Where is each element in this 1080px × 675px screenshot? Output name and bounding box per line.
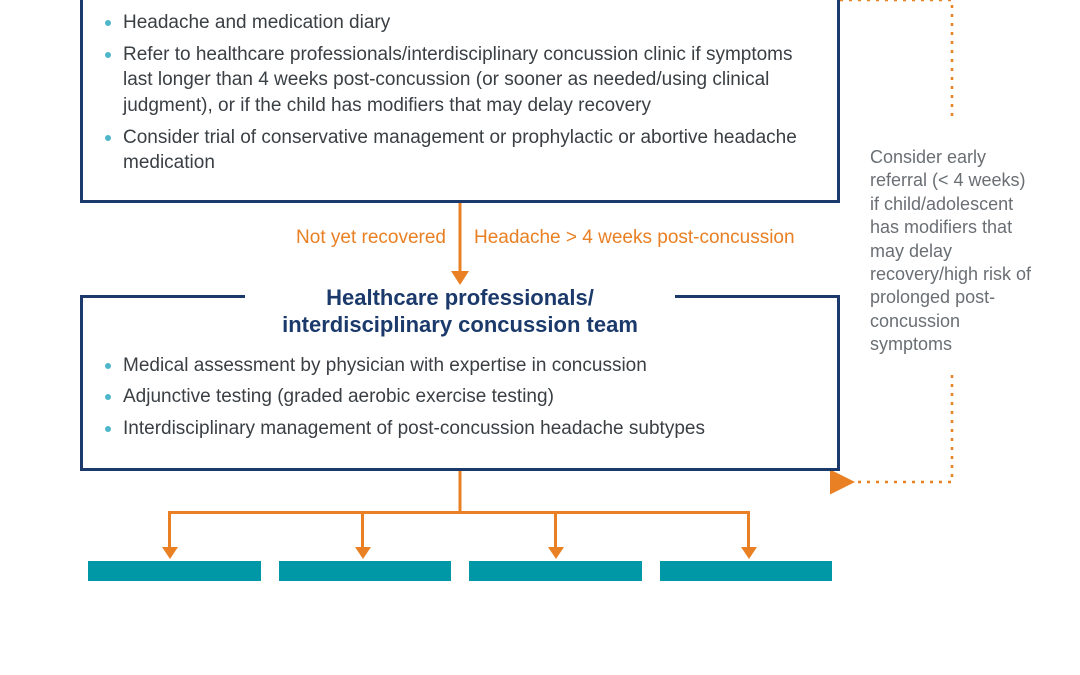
subtype-targets-row <box>80 561 840 581</box>
bullet-text: Consider trial of conservative managemen… <box>123 127 797 174</box>
bullet-text: Refer to healthcare professionals/interd… <box>123 44 793 116</box>
fanout-stem <box>459 471 462 511</box>
specialist-box-title: Healthcare professionals/ interdisciplin… <box>105 284 815 339</box>
bullet-text: Adjunctive testing (graded aerobic exerc… <box>123 386 554 407</box>
subtype-target <box>88 561 261 581</box>
bullet-text: Headache and medication diary <box>123 12 390 33</box>
list-item: Medical assessment by physician with exp… <box>105 353 815 379</box>
arrow-down-icon <box>451 271 469 285</box>
fanout-drop <box>554 511 557 547</box>
list-item: Consider trial of conservative managemen… <box>105 125 815 176</box>
bullet-text: Medical assessment by physician with exp… <box>123 355 647 376</box>
connector-arrow: Not yet recovered Headache > 4 weeks pos… <box>80 203 840 295</box>
arrow-down-icon <box>741 547 757 559</box>
list-item: Refer to healthcare professionals/interd… <box>105 42 815 119</box>
connector-line <box>459 203 462 273</box>
fanout-drop <box>747 511 750 547</box>
subtype-target <box>279 561 452 581</box>
side-note-column: Consider early referral (< 4 weeks) if c… <box>870 0 1038 357</box>
arrow-down-icon <box>548 547 564 559</box>
fanout-drop <box>168 511 171 547</box>
specialist-box: Healthcare professionals/ interdisciplin… <box>80 295 840 471</box>
primary-care-bullets: Headache and medication diary Refer to h… <box>105 10 815 176</box>
primary-care-box: Headache and medication diary Refer to h… <box>80 0 840 203</box>
connector-label-right: Headache > 4 weeks post-concussion <box>474 225 795 251</box>
list-item: Adjunctive testing (graded aerobic exerc… <box>105 384 815 410</box>
specialist-bullets: Medical assessment by physician with exp… <box>105 353 815 442</box>
subtype-target <box>660 561 833 581</box>
fanout-connector <box>80 471 840 581</box>
main-column: Headache and medication diary Refer to h… <box>80 0 840 581</box>
fanout-hbar <box>170 511 750 514</box>
bullet-text: Interdisciplinary management of post-con… <box>123 418 705 439</box>
specialist-box-wrap: Healthcare professionals/ interdisciplin… <box>80 295 840 471</box>
fanout-drop <box>361 511 364 547</box>
arrow-down-icon <box>355 547 371 559</box>
early-referral-note: Consider early referral (< 4 weeks) if c… <box>870 146 1038 357</box>
side-note-spacer <box>870 0 1038 138</box>
list-item: Interdisciplinary management of post-con… <box>105 416 815 442</box>
connector-label-left: Not yet recovered <box>296 225 446 251</box>
list-item: Headache and medication diary <box>105 10 815 36</box>
subtype-target <box>469 561 642 581</box>
arrow-down-icon <box>162 547 178 559</box>
